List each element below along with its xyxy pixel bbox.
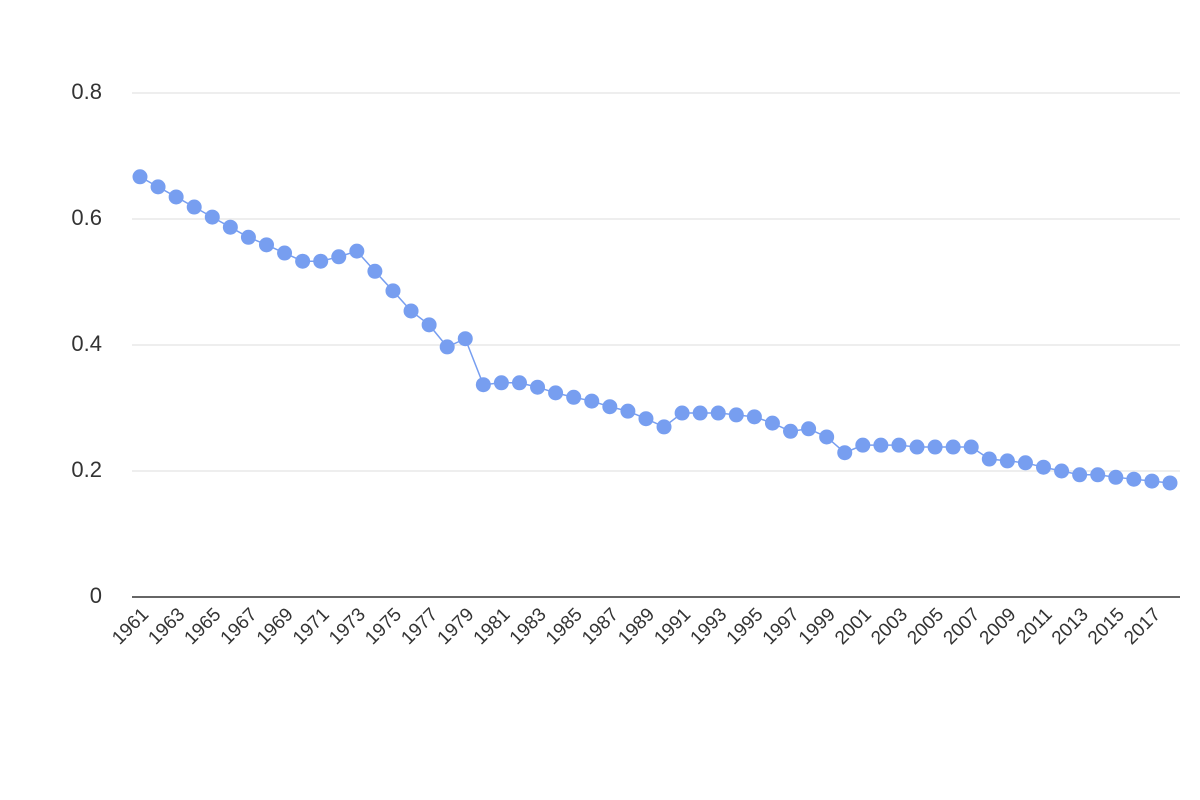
data-point (602, 399, 618, 415)
x-tick-label: 1993 (687, 604, 732, 649)
x-tick-label: 1975 (361, 604, 406, 649)
x-tick-label: 2003 (867, 604, 912, 649)
x-tick-label: 2001 (831, 604, 876, 649)
data-point (566, 389, 582, 405)
data-point (1108, 469, 1124, 485)
x-tick-label: 1977 (397, 604, 442, 649)
data-point (656, 419, 672, 435)
x-tick-label: 1969 (253, 604, 298, 649)
data-point (132, 169, 148, 185)
data-point (457, 331, 473, 347)
data-point (746, 409, 762, 425)
x-tick-label: 2015 (1084, 604, 1129, 649)
data-line (139, 176, 1171, 484)
data-point (511, 375, 527, 391)
y-tick-label: 0 (90, 583, 102, 608)
data-point (168, 189, 184, 205)
data-point (313, 253, 329, 269)
x-tick-label: 1967 (217, 604, 262, 649)
x-tick-label: 1983 (506, 604, 551, 649)
data-point (1054, 463, 1070, 479)
x-tick-label: 1965 (181, 604, 226, 649)
data-point (764, 415, 780, 431)
x-tick-label: 1963 (144, 604, 189, 649)
data-point (692, 405, 708, 421)
x-tick-label: 2011 (1013, 604, 1057, 648)
data-point (620, 403, 636, 419)
data-point (837, 445, 853, 461)
x-tick-label: 1989 (614, 604, 659, 649)
data-point (1017, 455, 1033, 471)
data-point (1072, 467, 1088, 483)
x-tick-label: 2005 (903, 604, 948, 649)
x-tick-label: 2013 (1048, 604, 1093, 649)
x-tick-label: 1981 (470, 604, 515, 649)
data-point (728, 407, 744, 423)
x-tick-label: 1987 (578, 604, 623, 649)
x-tick-label: 1999 (795, 604, 840, 649)
x-tick-label: 1979 (434, 604, 479, 649)
x-tick-label: 1973 (325, 604, 370, 649)
x-tick-label: 1961 (108, 604, 153, 649)
data-point (1036, 459, 1052, 475)
data-point (493, 375, 509, 391)
data-point (584, 393, 600, 409)
data-point (367, 263, 383, 279)
data-point (150, 179, 166, 195)
data-point (530, 379, 546, 395)
data-point (783, 423, 799, 439)
data-point (331, 249, 347, 265)
data-point (439, 339, 455, 355)
x-tick-label: 1991 (650, 604, 695, 649)
data-point (421, 317, 437, 333)
data-point (638, 411, 654, 427)
data-point (945, 439, 961, 455)
data-point (674, 405, 690, 421)
data-point (204, 209, 220, 225)
data-point (385, 283, 401, 299)
x-tick-label: 1995 (723, 604, 768, 649)
data-point (403, 303, 419, 319)
x-tick-label: 1985 (542, 604, 587, 649)
data-point (963, 439, 979, 455)
data-point (1090, 467, 1106, 483)
data-point (475, 377, 491, 393)
data-point (1126, 471, 1142, 487)
x-tick-label: 1997 (759, 604, 804, 649)
data-point (548, 385, 564, 401)
data-point (1144, 473, 1160, 489)
y-tick-label: 0.2 (71, 457, 102, 482)
data-point (927, 439, 943, 455)
data-point (819, 429, 835, 445)
data-point (240, 229, 256, 245)
data-point (873, 437, 889, 453)
data-point (258, 237, 274, 253)
y-tick-label: 0.6 (71, 205, 102, 230)
data-point (891, 437, 907, 453)
x-tick-label: 2009 (976, 604, 1021, 649)
y-tick-label: 0.4 (71, 331, 102, 356)
data-point (909, 439, 925, 455)
data-point (999, 453, 1015, 469)
data-point (349, 243, 365, 259)
data-point (295, 253, 311, 269)
data-point (855, 437, 871, 453)
x-tick-label: 1971 (289, 604, 334, 649)
y-tick-label: 0.8 (71, 79, 102, 104)
data-point (1162, 475, 1178, 491)
data-point (710, 405, 726, 421)
data-point (801, 421, 817, 437)
data-point (222, 219, 238, 235)
x-tick-label: 2007 (940, 604, 985, 649)
data-point (277, 245, 293, 261)
x-tick-label: 2017 (1120, 604, 1165, 649)
data-point (981, 451, 997, 467)
data-point (186, 199, 202, 215)
